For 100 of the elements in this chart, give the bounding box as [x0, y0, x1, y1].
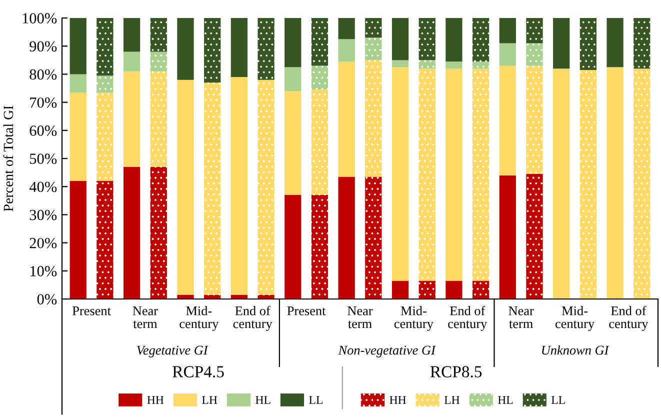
legend-label: LL: [309, 396, 322, 404]
bar: [365, 176, 382, 299]
y-axis-title: Percent of Total GI: [3, 106, 14, 212]
text: Unknown GI: [542, 345, 610, 355]
bar: [392, 60, 409, 68]
bar: [96, 18, 114, 76]
bar: [70, 180, 86, 299]
bar: [634, 18, 650, 69]
bar: [472, 280, 490, 299]
bar: [150, 166, 167, 299]
bar: [338, 176, 355, 299]
bar: [606, 67, 624, 299]
bar: [284, 195, 302, 299]
bar: [258, 18, 274, 80]
legend-label: HH: [390, 396, 406, 404]
bar: [365, 38, 382, 60]
bar: [123, 52, 140, 72]
legend-label: LL: [551, 396, 565, 404]
bar: [338, 18, 355, 40]
x-tick-label: End of century: [233, 306, 272, 331]
y-tick-label: 60%: [30, 126, 57, 136]
bar: [472, 68, 490, 281]
bar: [418, 18, 436, 60]
bar: [418, 60, 436, 69]
bar: [177, 18, 194, 80]
y-tick-label: 10%: [30, 266, 57, 276]
bar: [446, 18, 462, 62]
bar: [96, 92, 114, 181]
bar: [70, 74, 86, 92]
bar: [311, 18, 328, 66]
bar: [580, 70, 597, 299]
bar: [70, 18, 86, 74]
bar: [446, 68, 462, 281]
bar: [446, 62, 462, 69]
x-tick-label: Near term: [132, 306, 158, 328]
x-tick-label: Mid- century: [394, 306, 434, 331]
bar: [284, 91, 302, 196]
bar: [123, 71, 140, 167]
legend-label: LH: [444, 396, 460, 404]
legend-label: LH: [202, 396, 218, 404]
bar: [418, 280, 436, 299]
y-tick-label: 70%: [30, 97, 57, 108]
bar: [392, 280, 409, 299]
y-tick-label: 40%: [29, 182, 57, 192]
x-tick-label: Near term: [348, 306, 373, 328]
legend-label: HH: [147, 396, 164, 404]
bar: [526, 174, 543, 299]
y-tick-label: 90%: [30, 41, 57, 52]
text: Non-vegetative GI: [338, 346, 436, 358]
bar: [96, 76, 114, 92]
text: Vegetative GI: [137, 346, 208, 358]
bar: [526, 18, 543, 44]
bar: [177, 80, 194, 295]
bar: [204, 18, 221, 83]
bar: [634, 68, 650, 299]
bar: [526, 66, 543, 174]
x-tick-label: Mid- century: [180, 306, 219, 331]
x-tick-label: Mid- century: [555, 306, 595, 331]
bar: [553, 68, 570, 299]
bar: [230, 77, 248, 295]
x-tick-label: Present: [72, 306, 111, 316]
y-tick-label: 100%: [22, 13, 57, 24]
bar: [499, 66, 516, 176]
y-tick-label: 30%: [30, 210, 57, 220]
bar: [418, 68, 436, 281]
x-tick-label: End of century: [448, 306, 488, 331]
x-tick-label: Present: [287, 306, 326, 316]
x-tick-label: Near term: [508, 306, 534, 328]
bar: [392, 18, 409, 60]
bar: [150, 52, 167, 72]
bar: [472, 62, 490, 69]
bar: [553, 18, 570, 69]
legend-label: HL: [498, 396, 513, 404]
bar: [499, 175, 516, 299]
bar: [284, 18, 302, 68]
bar: [96, 180, 114, 299]
bar: [123, 18, 140, 52]
bar: [311, 66, 328, 90]
bar: [311, 90, 328, 196]
x-tick-label: End of century: [609, 306, 648, 331]
bar: [258, 80, 274, 295]
bar: [606, 18, 624, 68]
bar: [204, 82, 221, 295]
bar: [446, 280, 462, 299]
bar: [338, 39, 355, 62]
bar: [123, 166, 140, 299]
bar: [499, 18, 516, 44]
text: RCP8.5: [430, 366, 482, 378]
y-tick-label: 0%: [37, 294, 57, 304]
bar: [338, 62, 355, 177]
y-tick-label: 50%: [30, 154, 57, 164]
bar: [499, 43, 516, 66]
bar: [284, 67, 302, 92]
bar: [70, 92, 86, 181]
bar: [365, 18, 382, 38]
bar: [526, 43, 543, 66]
bar: [311, 195, 328, 299]
legend-label: HL: [256, 396, 270, 404]
bar: [150, 18, 167, 52]
bar: [150, 71, 167, 167]
